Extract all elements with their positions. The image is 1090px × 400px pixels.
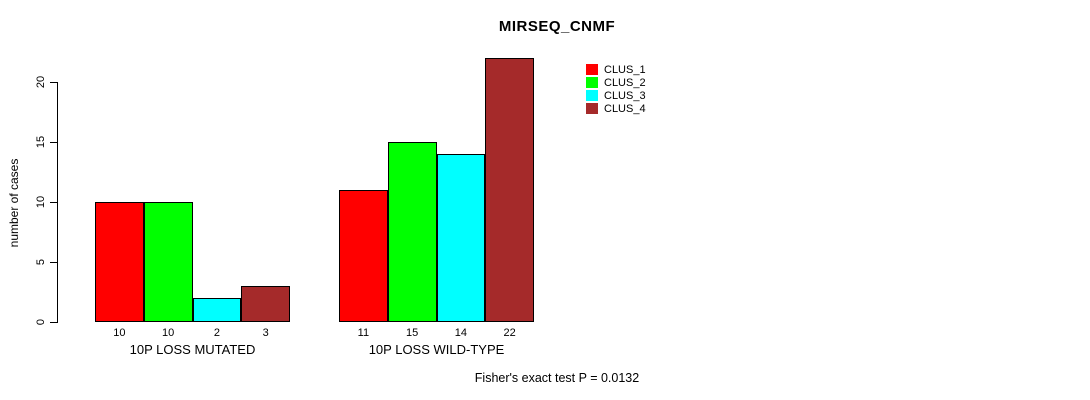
legend-item-clus_2: CLUS_2 (586, 76, 646, 89)
bar-value-label: 10 (162, 327, 175, 339)
legend-item-clus_3: CLUS_3 (586, 89, 646, 102)
legend-item-clus_4: CLUS_4 (586, 102, 646, 115)
bar-value-label: 11 (357, 327, 370, 339)
y-axis-label: number of cases (7, 158, 21, 248)
legend-swatch-icon (586, 77, 598, 88)
bar-value-label: 14 (454, 327, 467, 339)
y-tick-label: 15 (35, 135, 47, 149)
bar-clus_3-group1 (192, 298, 242, 322)
bar-value-label: 3 (262, 327, 269, 339)
y-tick-label: 10 (35, 195, 47, 209)
y-tick-mark (50, 322, 57, 323)
legend-swatch-icon (586, 103, 598, 114)
bar-value-label: 2 (213, 327, 220, 339)
bar-clus_1-group1 (95, 202, 144, 322)
bar-clus_4-group1 (241, 286, 290, 322)
y-axis-line (57, 82, 58, 323)
legend-label: CLUS_4 (604, 102, 646, 115)
y-tick-mark (50, 142, 57, 143)
legend-label: CLUS_1 (604, 63, 646, 76)
legend: CLUS_1 CLUS_2 CLUS_3 CLUS_4 (586, 63, 646, 115)
legend-swatch-icon (586, 64, 598, 75)
category-label: 10P LOSS WILD-TYPE (368, 342, 505, 357)
category-label: 10P LOSS MUTATED (129, 342, 256, 357)
bar-clus_4-group2 (485, 58, 534, 322)
bar-clus_2-group2 (387, 142, 437, 322)
y-tick-label: 5 (35, 258, 47, 266)
y-tick-mark (50, 82, 57, 83)
chart-title: MIRSEQ_CNMF (498, 18, 616, 35)
y-tick-label: 0 (35, 318, 47, 326)
y-tick-mark (50, 262, 57, 263)
bar-value-label: 22 (503, 327, 516, 339)
legend-label: CLUS_3 (604, 89, 646, 102)
legend-label: CLUS_2 (604, 76, 646, 89)
y-tick-label: 20 (35, 75, 47, 89)
bar-clus_1-group2 (339, 190, 388, 322)
annotation-text: Fisher's exact test P = 0.0132 (474, 371, 640, 385)
bar-clus_2-group1 (143, 202, 193, 322)
y-tick-mark (50, 202, 57, 203)
bar-value-label: 10 (113, 327, 126, 339)
legend-swatch-icon (586, 90, 598, 101)
legend-item-clus_1: CLUS_1 (586, 63, 646, 76)
bar-clus_3-group2 (436, 154, 486, 322)
bar-value-label: 15 (406, 327, 419, 339)
